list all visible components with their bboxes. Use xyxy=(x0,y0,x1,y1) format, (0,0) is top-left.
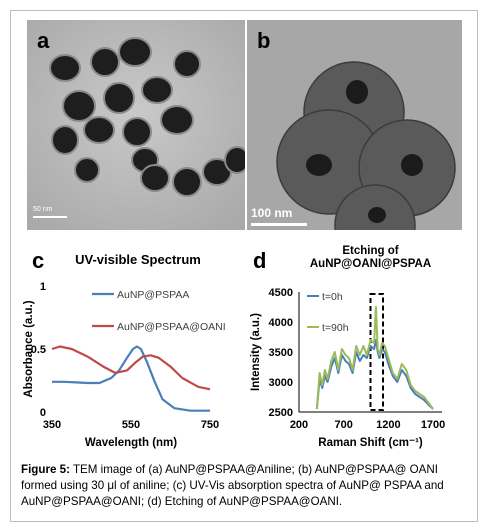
chart-title-line: Etching of xyxy=(342,245,398,257)
chart-title-line: AuNP@OANI@PSPAA xyxy=(310,258,431,270)
legend-label: AuNP@PSPAA xyxy=(117,289,189,301)
uv-vis-chart: UV-visible Spectrum 350 550 750 0 0.5 1 Wavelen… xyxy=(23,252,226,449)
y-tick-label: 0 xyxy=(40,407,46,419)
y-tick-label: 4000 xyxy=(269,317,293,329)
y-tick-label: 2500 xyxy=(269,407,293,419)
legend-label: AuNP@PSPAA@OANI xyxy=(117,321,226,333)
y-tick-label: 4500 xyxy=(269,287,293,299)
series-line-2 xyxy=(51,345,211,391)
panel-d-raman-chart: d Etching of AuNP@OANI@PSPAA 200 700 1200 170… xyxy=(247,240,462,458)
x-tick-label: 750 xyxy=(201,419,219,431)
legend-label: t=90h xyxy=(322,322,349,334)
chart-title: UV-visible Spectrum xyxy=(75,252,201,267)
panel-label-d: d xyxy=(253,248,267,273)
x-tick-label: 350 xyxy=(43,419,61,431)
tem-image-a xyxy=(27,20,245,230)
scale-bar-b xyxy=(251,223,307,226)
x-tick-label: 1700 xyxy=(421,419,445,431)
y-tick-label: 1 xyxy=(40,281,46,293)
scale-bar-label-b: 100 nm xyxy=(251,206,293,220)
figure-caption: Figure 5: TEM image of (a) AuNP@PSPAA@An… xyxy=(21,462,467,510)
panel-label-b: b xyxy=(257,28,271,53)
caption-prefix: Figure 5: xyxy=(21,463,70,476)
x-tick-label: 550 xyxy=(122,419,140,431)
panel-a-tem-image: a 50 nm xyxy=(27,20,245,230)
panel-c-uv-vis-chart: c UV-visible Spectrum 350 550 750 0 0.5 1 Wavel… xyxy=(20,240,245,458)
scale-bar-a xyxy=(33,216,67,218)
y-tick-label: 0.5 xyxy=(31,344,46,356)
x-tick-label: 1200 xyxy=(376,419,400,431)
panel-b-tem-image: b 100 nm xyxy=(247,20,462,230)
x-axis-label: Raman Shift (cm⁻¹) xyxy=(318,437,423,449)
series-line-2 xyxy=(315,306,434,410)
panel-label-c: c xyxy=(32,248,45,273)
y-axis-label: Absorbance (a.u.) xyxy=(23,300,35,397)
scale-bar-label-a: 50 nm xyxy=(33,206,53,213)
series-line-1 xyxy=(52,345,210,412)
y-tick-label: 3500 xyxy=(269,347,293,359)
x-tick-label: 200 xyxy=(290,419,308,431)
x-axis-label: Wavelength (nm) xyxy=(85,437,177,449)
series-line-1 xyxy=(315,339,434,410)
y-tick-label: 3000 xyxy=(269,377,293,389)
legend-label: t=0h xyxy=(322,291,343,303)
caption-text: TEM image of (a) AuNP@PSPAA@Aniline; (b)… xyxy=(21,463,444,508)
x-tick-label: 700 xyxy=(335,419,353,431)
panel-label-a: a xyxy=(37,28,50,53)
tem-image-b xyxy=(247,20,462,230)
y-axis-label: Intensity (a.u.) xyxy=(250,313,262,391)
